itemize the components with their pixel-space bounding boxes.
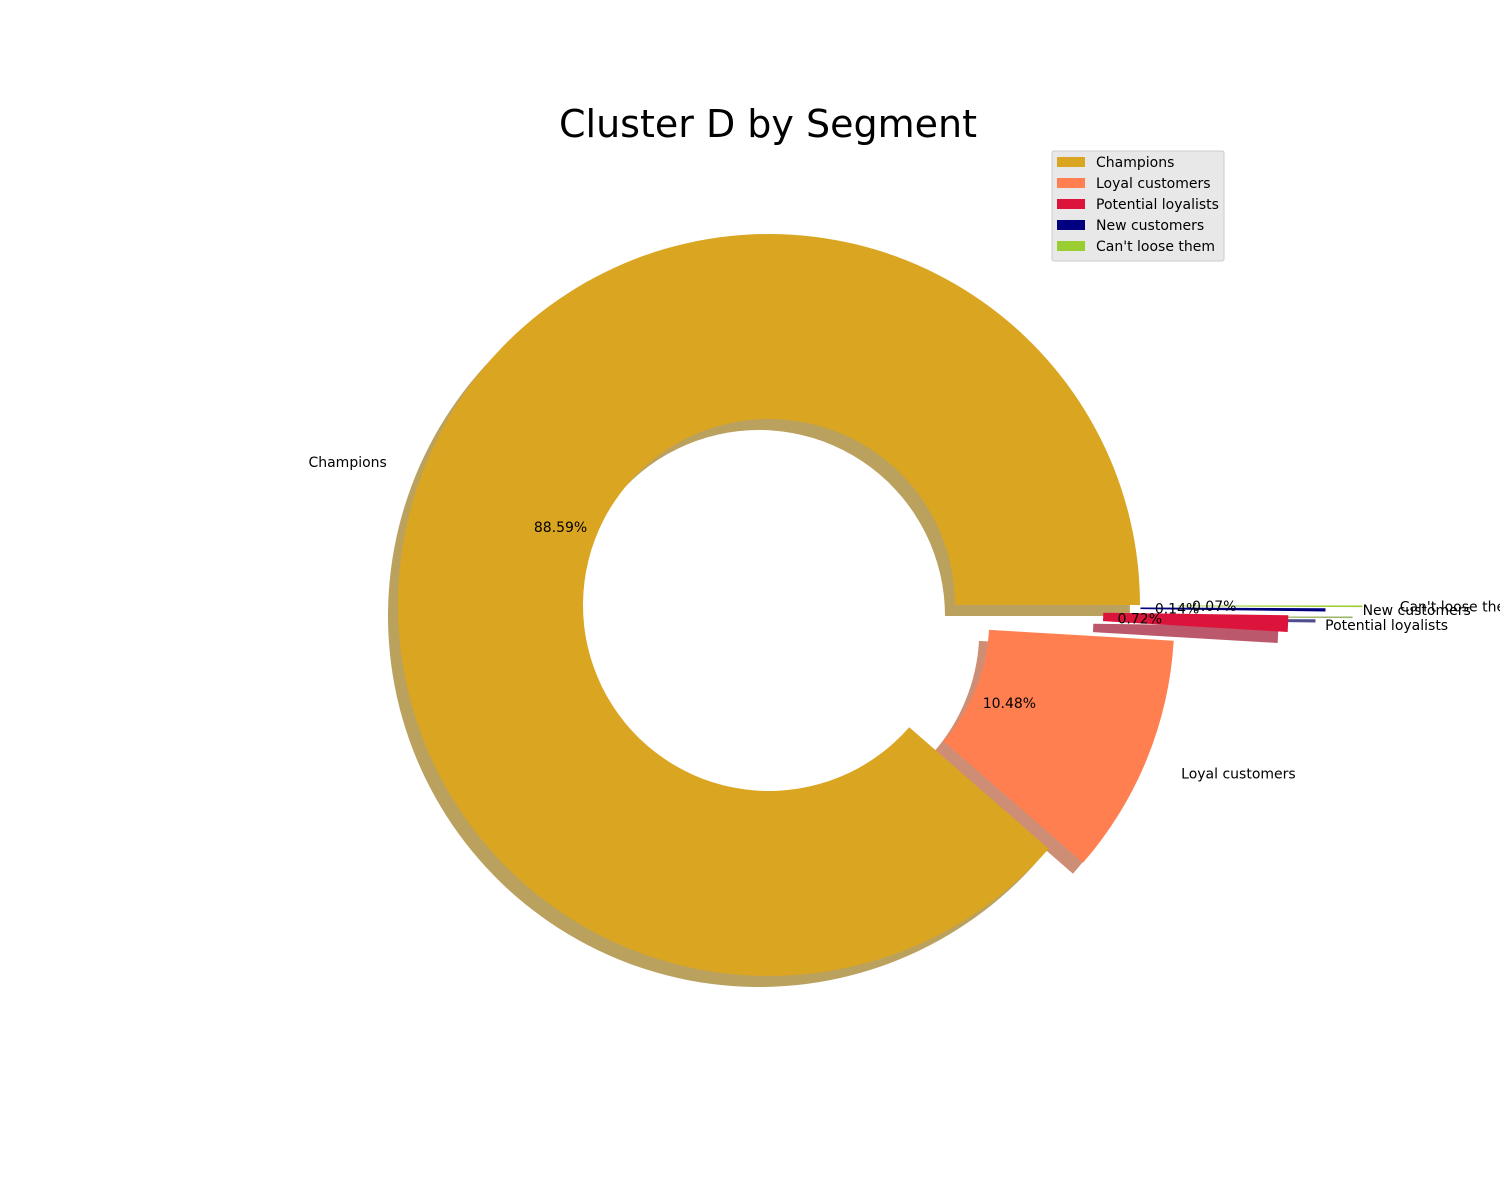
slice-label-potential-loyalists: Potential loyalists: [1325, 618, 1448, 634]
legend-label-can-t-loose-them: Can't loose them: [1096, 239, 1215, 255]
chart-title: Cluster D by Segment: [559, 102, 977, 146]
pct-label-can-t-loose-them: 0.07%: [1192, 599, 1236, 615]
slice-champions: [398, 233, 1140, 977]
legend-frame: [1051, 150, 1225, 262]
legend-swatch-loyal-customers: [1057, 178, 1085, 188]
legend-label-champions: Champions: [1096, 155, 1174, 171]
slice-label-champions: Champions: [308, 455, 386, 471]
legend-swatch-potential-loyalists: [1057, 199, 1085, 209]
slice-can-t-loose-them: [1177, 605, 1363, 608]
legend-swatch-can-t-loose-them: [1057, 241, 1085, 251]
slice-labels: Champions 88.59% Loyal customers 10.48% Pote…: [308, 455, 1500, 782]
legend-label-new-customers: New customers: [1096, 218, 1204, 234]
legend: Champions Loyal customers Potential loyali…: [1051, 150, 1225, 262]
pct-label-new-customers: 0.14%: [1155, 602, 1199, 618]
legend-label-loyal-customers: Loyal customers: [1096, 176, 1211, 192]
legend-label-potential-loyalists: Potential loyalists: [1096, 197, 1219, 213]
slice-new-customers: [1140, 607, 1326, 612]
slice-label-can-t-loose-them: Can't loose them: [1400, 599, 1500, 615]
slices: [398, 233, 1363, 977]
legend-swatch-new-customers: [1057, 220, 1085, 230]
pct-label-champions: 88.59%: [534, 520, 587, 536]
slice-loyal-customers: [943, 629, 1174, 863]
legend-swatch-champions: [1057, 157, 1085, 167]
pct-label-potential-loyalists: 0.72%: [1118, 611, 1162, 627]
slice-potential-loyalists: [1102, 612, 1289, 632]
pct-label-loyal-customers: 10.48%: [983, 696, 1036, 712]
slice-label-loyal-customers: Loyal customers: [1181, 766, 1296, 782]
slice-label-new-customers: New customers: [1363, 603, 1471, 619]
